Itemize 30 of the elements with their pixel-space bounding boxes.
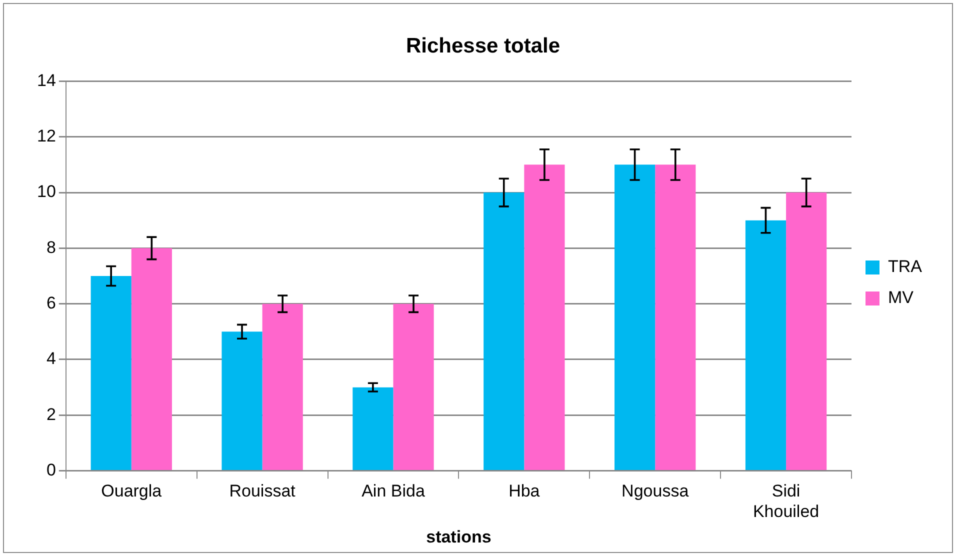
bar bbox=[614, 164, 656, 470]
x-tick-label: Ain Bida bbox=[362, 482, 426, 501]
y-tick-label: 8 bbox=[46, 238, 56, 257]
y-tick-label: 14 bbox=[36, 70, 56, 90]
bar bbox=[262, 304, 303, 470]
y-tick-label: 0 bbox=[46, 460, 56, 480]
x-tick-label: Ouargla bbox=[101, 482, 162, 501]
bar bbox=[524, 164, 565, 470]
bar bbox=[222, 332, 262, 470]
y-tick-label: 6 bbox=[46, 294, 56, 313]
y-tick-label: 12 bbox=[36, 126, 56, 146]
bar bbox=[745, 220, 786, 470]
x-tick-label: Hba bbox=[508, 482, 540, 501]
x-tick-label: Ngoussa bbox=[622, 482, 690, 501]
bar bbox=[484, 192, 524, 470]
x-axis-title: stations bbox=[426, 527, 492, 546]
bar bbox=[352, 387, 394, 470]
bar bbox=[786, 192, 827, 470]
bar bbox=[90, 276, 132, 470]
chart-title: Richesse totale bbox=[406, 34, 560, 58]
y-tick-label: 4 bbox=[46, 349, 56, 368]
y-tick-label: 10 bbox=[36, 182, 56, 202]
bar bbox=[393, 304, 434, 470]
x-tick-label: Sidi Khouiled bbox=[752, 482, 820, 522]
bar bbox=[131, 248, 172, 470]
legend-label: TRA bbox=[888, 257, 923, 276]
y-tick-label: 2 bbox=[46, 404, 56, 424]
x-tick-label: Rouissat bbox=[229, 482, 296, 501]
legend-label: MV bbox=[888, 288, 914, 308]
bar bbox=[655, 164, 696, 470]
